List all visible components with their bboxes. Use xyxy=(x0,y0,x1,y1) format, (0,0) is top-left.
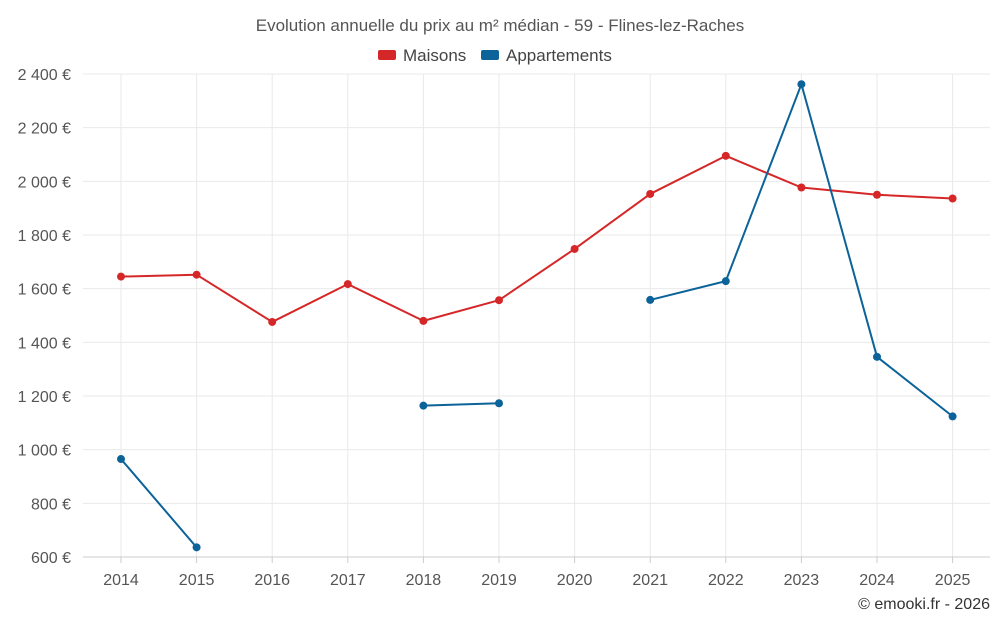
x-tick-label: 2016 xyxy=(254,572,290,589)
data-point-maisons-2019[interactable] xyxy=(495,296,503,305)
legend-swatch-maisons xyxy=(378,50,396,60)
data-point-appartements-2014[interactable] xyxy=(117,455,125,464)
legend-label-appartements: Appartements xyxy=(506,46,612,65)
data-point-appartements-2019[interactable] xyxy=(495,399,503,408)
series-maisons xyxy=(117,151,957,326)
data-point-appartements-2015[interactable] xyxy=(192,543,201,552)
data-point-appartements-2021[interactable] xyxy=(646,295,655,304)
y-tick-label: 2 000 € xyxy=(18,174,71,191)
data-point-appartements-2025[interactable] xyxy=(948,412,957,421)
data-point-appartements-2018[interactable] xyxy=(419,401,428,410)
x-tick-label: 2020 xyxy=(557,572,593,589)
x-tick-label: 2019 xyxy=(481,572,517,589)
data-point-maisons-2020[interactable] xyxy=(570,244,579,253)
x-tick-label: 2021 xyxy=(632,572,668,589)
x-tick-label: 2024 xyxy=(859,572,895,589)
data-point-maisons-2015[interactable] xyxy=(192,270,201,279)
data-point-maisons-2016[interactable] xyxy=(268,317,277,326)
legend-item-maisons[interactable]: Maisons xyxy=(378,46,466,65)
y-tick-label: 2 200 € xyxy=(18,121,71,138)
legend-label-maisons: Maisons xyxy=(403,46,466,65)
data-point-appartements-2022[interactable] xyxy=(721,277,730,286)
x-tick-label: 2015 xyxy=(179,572,215,589)
data-point-maisons-2021[interactable] xyxy=(646,189,655,198)
chart-title: Evolution annuelle du prix au m² médian … xyxy=(256,16,745,35)
x-tick-label: 2014 xyxy=(103,572,139,589)
data-point-maisons-2018[interactable] xyxy=(419,316,428,325)
legend-item-appartements[interactable]: Appartements xyxy=(481,46,612,65)
x-tick-label: 2018 xyxy=(406,572,442,589)
y-tick-label: 1 400 € xyxy=(18,335,71,352)
y-tick-label: 1 000 € xyxy=(18,443,71,460)
x-tick-label: 2023 xyxy=(784,572,820,589)
series xyxy=(117,80,957,552)
credit-label: © emooki.fr - 2026 xyxy=(858,596,990,613)
y-tick-label: 2 400 € xyxy=(18,67,71,84)
data-point-maisons-2024[interactable] xyxy=(873,190,881,199)
y-tick-label: 1 200 € xyxy=(18,389,71,406)
x-tick-label: 2022 xyxy=(708,572,744,589)
series-line-appartements xyxy=(120,458,198,549)
data-point-maisons-2022[interactable] xyxy=(721,151,730,160)
x-tick-label: 2017 xyxy=(330,572,366,589)
series-line-maisons xyxy=(120,154,954,323)
y-tick-label: 800 € xyxy=(31,496,71,513)
data-point-maisons-2025[interactable] xyxy=(948,194,957,203)
x-tick-label: 2025 xyxy=(935,572,971,589)
legend: Maisons Appartements xyxy=(378,46,612,65)
y-tick-label: 1 800 € xyxy=(18,228,71,245)
legend-swatch-appartements xyxy=(481,50,499,60)
axes: 600 € 800 € 1 000 € 1 200 € 1 400 € 1 600 € 1 … xyxy=(18,67,990,589)
grid xyxy=(83,73,990,557)
data-point-maisons-2023[interactable] xyxy=(797,183,806,192)
series-appartements xyxy=(117,80,957,552)
series-line-appartements xyxy=(422,402,500,407)
y-tick-label: 1 600 € xyxy=(18,282,71,299)
y-tick-label: 600 € xyxy=(31,550,71,567)
data-point-maisons-2017[interactable] xyxy=(343,280,352,289)
data-point-appartements-2024[interactable] xyxy=(873,352,881,361)
data-point-appartements-2023[interactable] xyxy=(797,80,806,89)
data-point-maisons-2014[interactable] xyxy=(117,272,125,281)
